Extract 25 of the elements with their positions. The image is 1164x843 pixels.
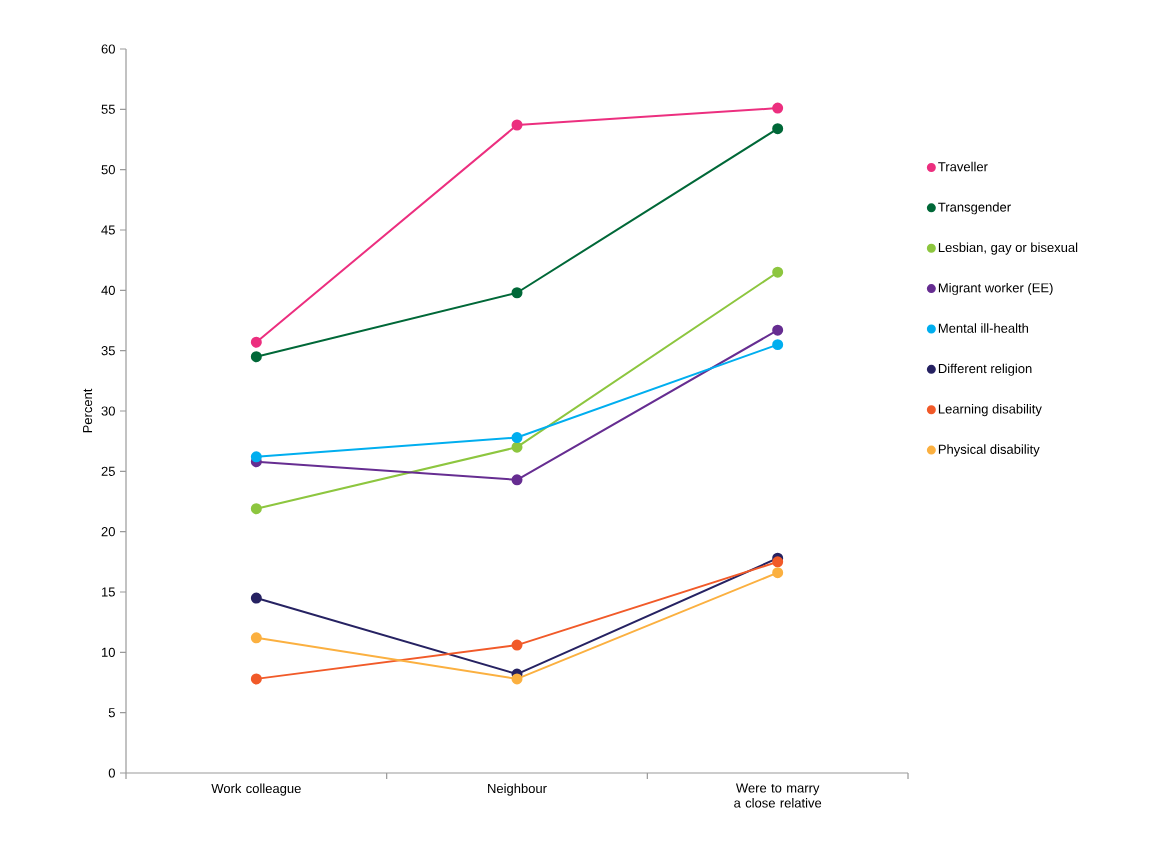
y-tick-label: 30 (101, 406, 115, 416)
y-axis-title: Percent (83, 388, 93, 433)
legend-label: Different religion (938, 363, 1032, 376)
legend-label: Transgender (938, 202, 1011, 215)
legend-label: Learning disability (938, 404, 1042, 417)
y-tick-label: 35 (101, 346, 115, 356)
y-tick-label: 5 (108, 708, 115, 718)
y-tick-label: 40 (101, 285, 115, 295)
y-tick-label: 50 (101, 165, 115, 175)
y-tick-label: 0 (108, 768, 115, 778)
legend-label: Mental ill-health (938, 323, 1029, 333)
y-tick-label: 55 (101, 104, 115, 114)
legend-label: Lesbian, gay or bisexual (938, 242, 1078, 255)
y-tick-label: 45 (101, 225, 115, 235)
x-tick-label: Were to marry a close relative (734, 783, 822, 808)
y-tick-label: 10 (102, 647, 115, 657)
legend-label: Migrant worker (EE) (938, 282, 1053, 296)
y-tick-label: 15 (102, 587, 115, 597)
y-tick-label: 25 (101, 466, 115, 476)
y-tick-label: 60 (101, 44, 115, 54)
y-tick-label: 20 (101, 527, 115, 537)
legend-label: Physical disability (938, 444, 1040, 457)
x-tick-label: Work colleague (211, 783, 301, 796)
x-tick-label: Neighbour (488, 783, 547, 796)
legend-label: Traveller (938, 161, 988, 172)
